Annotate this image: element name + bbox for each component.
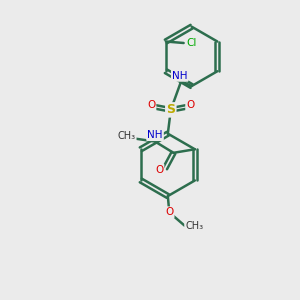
Text: Cl: Cl [186, 38, 196, 48]
Text: NH: NH [147, 130, 163, 140]
Text: O: O [165, 207, 173, 218]
Text: NH: NH [172, 71, 188, 81]
Text: O: O [147, 100, 155, 110]
Text: CH₃: CH₃ [185, 221, 203, 231]
Text: S: S [166, 103, 175, 116]
Text: CH₃: CH₃ [117, 131, 136, 141]
Text: O: O [186, 100, 194, 110]
Text: O: O [155, 165, 163, 175]
